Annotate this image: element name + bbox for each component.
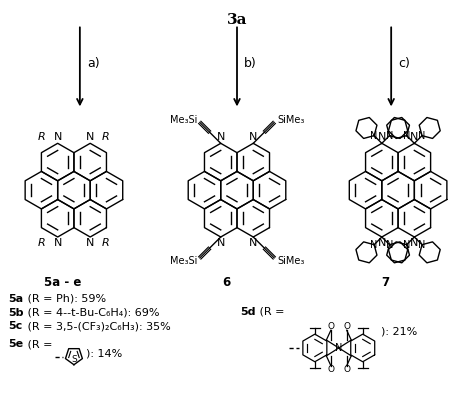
Text: SiMe₃: SiMe₃ xyxy=(277,256,304,266)
Text: 5a - e: 5a - e xyxy=(44,276,82,289)
Text: Me₃Si: Me₃Si xyxy=(170,114,197,125)
Text: (R =: (R = xyxy=(24,339,55,349)
Text: N: N xyxy=(410,132,419,142)
Text: N: N xyxy=(54,238,62,248)
Text: N: N xyxy=(371,240,378,250)
Text: N: N xyxy=(378,238,386,248)
Text: N: N xyxy=(403,131,410,141)
Text: O: O xyxy=(328,365,334,374)
Text: 7: 7 xyxy=(381,276,390,289)
Text: N: N xyxy=(217,238,225,248)
Text: N: N xyxy=(86,238,94,248)
Text: N: N xyxy=(249,132,257,142)
Text: a): a) xyxy=(87,57,100,71)
Text: N: N xyxy=(86,132,94,142)
Text: N: N xyxy=(249,238,257,248)
Text: (R = Ph): 59%: (R = Ph): 59% xyxy=(24,294,106,304)
Text: 6: 6 xyxy=(222,276,230,289)
Text: O: O xyxy=(343,365,350,374)
Text: 5b: 5b xyxy=(8,307,23,318)
Text: (R = 3,5-(CF₃)₂C₆H₃): 35%: (R = 3,5-(CF₃)₂C₆H₃): 35% xyxy=(24,321,170,331)
Text: O: O xyxy=(343,322,350,331)
Text: SiMe₃: SiMe₃ xyxy=(277,114,304,125)
Text: N: N xyxy=(410,238,419,248)
Text: N: N xyxy=(371,131,378,141)
Text: R: R xyxy=(102,238,110,248)
Text: N: N xyxy=(378,132,386,142)
Text: Me₃Si: Me₃Si xyxy=(170,256,197,266)
Text: 5a: 5a xyxy=(8,294,23,304)
Text: N: N xyxy=(419,131,426,141)
Text: (R = 4-‑t‑Bu‑C₆H₄): 69%: (R = 4-‑t‑Bu‑C₆H₄): 69% xyxy=(24,307,159,318)
Text: O: O xyxy=(328,322,334,331)
Text: R: R xyxy=(102,132,110,142)
Text: N: N xyxy=(217,132,225,142)
Text: 5c: 5c xyxy=(8,321,22,331)
Text: N: N xyxy=(386,131,393,141)
Text: N: N xyxy=(335,343,343,353)
Text: b): b) xyxy=(244,57,256,71)
Text: R: R xyxy=(38,238,46,248)
Text: S: S xyxy=(71,355,77,364)
Text: (R =: (R = xyxy=(256,307,288,316)
Text: 5e: 5e xyxy=(8,339,23,349)
Text: N: N xyxy=(403,240,410,250)
Text: N: N xyxy=(54,132,62,142)
Text: ): 14%: ): 14% xyxy=(86,349,122,359)
Text: c): c) xyxy=(398,57,410,71)
Text: 3a: 3a xyxy=(227,12,247,27)
Text: R: R xyxy=(38,132,46,142)
Text: N: N xyxy=(386,240,393,250)
Text: 5d: 5d xyxy=(240,307,255,316)
Text: N: N xyxy=(419,240,426,250)
Text: ): 21%: ): 21% xyxy=(381,326,417,336)
